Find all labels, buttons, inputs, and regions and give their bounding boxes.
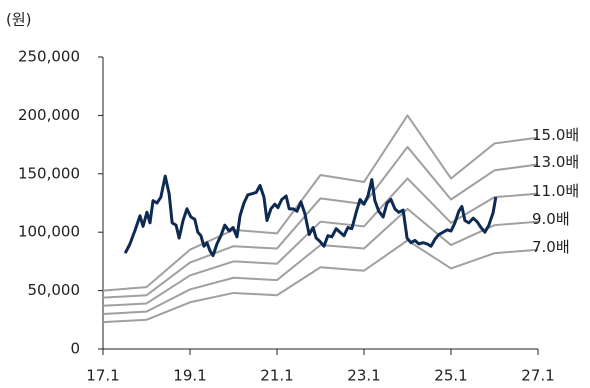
x-tick-label: 25.1 [434,367,467,385]
y-axis-label: (원) [6,11,32,29]
band-line [102,177,539,307]
legend-label: 9.0배 [532,210,570,228]
y-tick-label: 0 [70,340,80,358]
band-line [102,239,539,324]
y-tick-label: 200,000 [18,106,80,124]
x-tick-label: 27.1 [521,367,554,385]
legend-label: 15.0배 [532,126,579,144]
price-line [123,174,498,258]
y-tick-label: 150,000 [18,164,80,182]
y-tick-label: 100,000 [18,223,80,241]
x-tick-label: 23.1 [347,367,380,385]
band-line [102,114,539,292]
x-tick-label: 19.1 [173,367,206,385]
x-tick-label: 17.1 [86,367,119,385]
band-line [102,207,539,315]
y-tick-label: 250,000 [18,48,80,66]
band-line [102,145,539,299]
legend-label: 7.0배 [532,238,570,256]
x-tick-label: 21.1 [260,367,293,385]
legend-label: 13.0배 [532,153,579,171]
y-tick-label: 50,000 [28,281,81,299]
legend-label: 11.0배 [532,182,579,200]
